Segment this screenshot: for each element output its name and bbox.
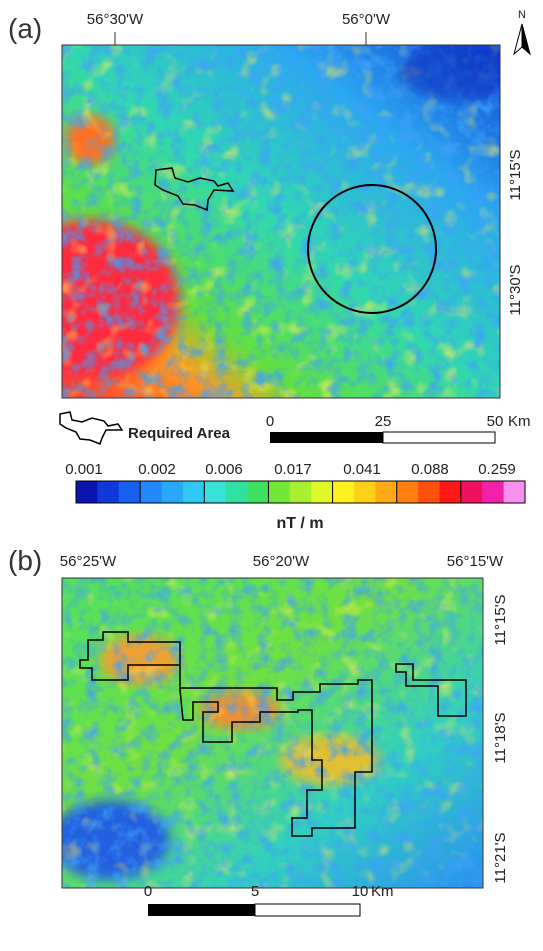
colorbar-label: 0.259: [478, 461, 516, 478]
right-axis-label: 11°18'S: [492, 712, 509, 763]
colorbar-unit: nT / m: [276, 515, 323, 532]
top-axis-label: 56°15'W: [447, 553, 504, 570]
map-a: [62, 45, 500, 398]
colorbar-swatch: [353, 481, 376, 503]
right-axis-label: 11°30'S: [507, 264, 524, 315]
scale-bar: [382, 431, 496, 444]
top-axis-label: 56°0'W: [342, 11, 391, 28]
colorbar-swatch: [268, 481, 291, 503]
scale-label: 0: [266, 413, 274, 430]
legend-label: Required Area: [128, 425, 231, 442]
map-frame: [61, 44, 501, 399]
colorbar-swatch: [311, 481, 334, 503]
panel-label: (a): [8, 13, 42, 44]
north-label: N: [518, 9, 526, 21]
colorbar-swatch: [375, 481, 398, 503]
colorbar-swatch: [118, 481, 141, 503]
colorbar-swatch: [225, 481, 248, 503]
colorbar-swatch: [439, 481, 462, 503]
colorbar-swatch: [204, 481, 227, 503]
north-arrow: N: [513, 9, 531, 56]
colorbar-label: 0.088: [411, 461, 449, 478]
scale-label: 5: [251, 883, 259, 900]
colorbar-swatch: [503, 481, 526, 503]
scale-label: 0: [144, 883, 152, 900]
right-axis-label: 11°15'S: [492, 594, 509, 645]
colorbar-label: 0.006: [205, 461, 243, 478]
scale-unit: Km: [371, 883, 394, 900]
scale-bar: [148, 904, 255, 916]
colorbar-label: 0.041: [343, 461, 381, 478]
colorbar-swatch: [396, 481, 419, 503]
scale-bar: [270, 432, 383, 443]
scale-label: 25: [375, 413, 392, 430]
colorbar-swatch: [247, 481, 269, 503]
map-b: [62, 578, 483, 888]
colorbar-swatch: [76, 481, 98, 503]
map-frame: [61, 577, 484, 889]
right-axis-label: 11°15'S: [507, 149, 524, 200]
scale-bar: [254, 903, 361, 917]
colorbar-swatch: [182, 481, 205, 503]
colorbar-swatch: [332, 481, 355, 503]
colorbar-swatch: [97, 481, 120, 503]
colorbar: [75, 480, 526, 504]
colorbar-swatch: [289, 481, 312, 503]
right-axis-label: 11°21'S: [492, 832, 509, 883]
top-axis-label: 56°25'W: [60, 553, 117, 570]
colorbar-swatch: [418, 481, 440, 503]
scale-unit: Km: [508, 413, 531, 430]
colorbar-label: 0.002: [138, 461, 176, 478]
colorbar-label: 0.001: [65, 461, 103, 478]
colorbar-swatch: [161, 481, 184, 503]
colorbar-label: 0.017: [274, 461, 312, 478]
scale-label: 10: [352, 883, 369, 900]
colorbar-swatch: [140, 481, 163, 503]
panel-label: (b): [8, 545, 42, 576]
scale-label: 50: [487, 413, 504, 430]
colorbar-frame: [75, 480, 526, 504]
top-axis-label: 56°30'W: [87, 11, 144, 28]
top-axis-label: 56°20'W: [253, 553, 310, 570]
colorbar-swatch: [460, 481, 483, 503]
colorbar-swatch: [482, 481, 505, 503]
legend-icon: [59, 411, 124, 445]
